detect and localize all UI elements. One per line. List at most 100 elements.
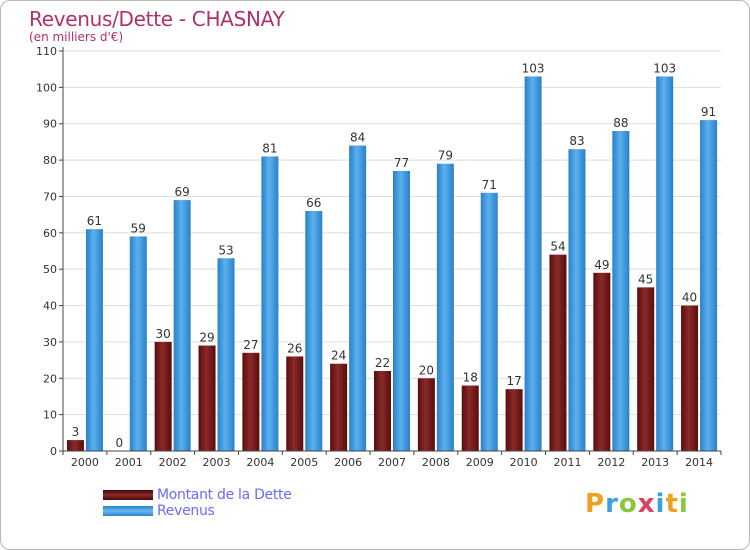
x-tick-label: 2013 [641, 456, 669, 469]
bar-revenus [436, 163, 454, 451]
data-label-revenus: 88 [613, 116, 628, 130]
data-label-dette: 18 [463, 371, 478, 385]
data-label-revenus: 59 [131, 221, 146, 235]
y-tick-label: 40 [43, 300, 57, 313]
y-tick-label: 20 [43, 372, 57, 385]
bar-revenus [480, 192, 498, 451]
data-label-dette: 27 [243, 338, 258, 352]
bar-dette [461, 385, 479, 451]
logo-letter: t [665, 489, 679, 519]
y-tick-label: 50 [43, 263, 57, 276]
logo-letter: r [605, 489, 619, 519]
bar-revenus [700, 120, 718, 451]
bar-dette [66, 440, 84, 451]
legend-swatch-revenus [103, 506, 153, 516]
logo-letter: x [637, 489, 656, 519]
data-label-revenus: 79 [438, 149, 453, 163]
data-label-revenus: 66 [306, 196, 321, 210]
bar-revenus [524, 76, 542, 452]
x-tick-label: 2006 [334, 456, 362, 469]
bar-revenus [217, 258, 235, 451]
chart-legend: Montant de la Dette Revenus [103, 487, 292, 519]
bar-dette [286, 356, 304, 451]
logo-letter: P [585, 489, 606, 519]
y-tick-label: 10 [43, 409, 57, 422]
x-tick-label: 2004 [246, 456, 274, 469]
x-tick-label: 2011 [553, 456, 581, 469]
legend-swatch-dette [103, 490, 153, 500]
data-label-dette: 30 [156, 327, 171, 341]
legend-label-dette: Montant de la Dette [157, 487, 292, 503]
data-label-dette: 45 [638, 272, 653, 286]
x-tick-label: 2010 [510, 456, 538, 469]
data-label-dette: 24 [331, 349, 346, 363]
data-label-dette: 3 [72, 425, 80, 439]
proxiti-logo: Proxiti [585, 489, 689, 519]
y-tick-label: 70 [43, 190, 57, 203]
data-label-revenus: 61 [87, 214, 102, 228]
x-tick-label: 2003 [203, 456, 231, 469]
chart-title: Revenus/Dette - CHASNAY [29, 7, 285, 31]
bar-revenus [173, 200, 191, 451]
legend-item-revenus: Revenus [103, 503, 292, 519]
bar-revenus [349, 145, 367, 451]
bar-dette [198, 345, 216, 451]
legend-item-dette: Montant de la Dette [103, 487, 292, 503]
data-label-revenus: 81 [262, 141, 277, 155]
legend-label-revenus: Revenus [157, 503, 215, 519]
x-tick-label: 2002 [159, 456, 187, 469]
x-tick-label: 2007 [378, 456, 406, 469]
logo-letter: i [655, 489, 666, 519]
data-label-revenus: 71 [482, 178, 497, 192]
y-tick-label: 90 [43, 118, 57, 131]
bar-dette [549, 254, 567, 451]
bar-dette [681, 305, 699, 451]
x-tick-label: 2005 [290, 456, 318, 469]
bar-revenus [656, 76, 674, 452]
data-label-dette: 54 [550, 240, 565, 254]
y-tick-label: 110 [36, 45, 57, 58]
data-label-revenus: 77 [394, 156, 409, 170]
y-tick-label: 80 [43, 154, 57, 167]
data-label-dette: 26 [287, 341, 302, 355]
chart-subtitle: (en milliers d'€) [29, 30, 124, 44]
bar-dette [242, 352, 260, 451]
bar-dette [637, 287, 655, 451]
data-label-revenus: 53 [218, 243, 233, 257]
data-label-dette: 22 [375, 356, 390, 370]
data-label-dette: 40 [682, 291, 697, 305]
data-label-revenus: 103 [653, 61, 676, 75]
bar-dette [417, 378, 435, 451]
bar-revenus [393, 171, 410, 451]
bar-revenus [305, 211, 323, 451]
bar-revenus [261, 156, 279, 452]
x-tick-label: 2009 [466, 456, 494, 469]
bar-revenus [568, 149, 586, 451]
data-label-dette: 20 [419, 363, 434, 377]
data-label-dette: 29 [199, 331, 214, 345]
logo-letter: i [678, 489, 689, 519]
x-tick-label: 2012 [597, 456, 625, 469]
bar-revenus [85, 229, 103, 451]
data-label-dette: 17 [506, 374, 521, 388]
data-label-dette: 49 [594, 258, 609, 272]
bar-dette [593, 272, 611, 451]
data-label-revenus: 83 [569, 134, 584, 148]
bar-dette [374, 371, 391, 451]
data-label-dette: 0 [115, 436, 123, 450]
data-label-revenus: 103 [522, 61, 545, 75]
bar-dette [505, 389, 523, 451]
bar-dette [330, 363, 348, 451]
y-tick-label: 100 [36, 81, 57, 94]
y-tick-label: 60 [43, 227, 57, 240]
bar-dette [154, 341, 172, 451]
data-label-revenus: 69 [175, 185, 190, 199]
bar-revenus [129, 236, 147, 451]
data-label-revenus: 91 [701, 105, 716, 119]
x-tick-label: 2001 [115, 456, 143, 469]
x-tick-label: 2008 [422, 456, 450, 469]
bar-revenus [612, 131, 630, 451]
data-label-revenus: 84 [350, 131, 365, 145]
